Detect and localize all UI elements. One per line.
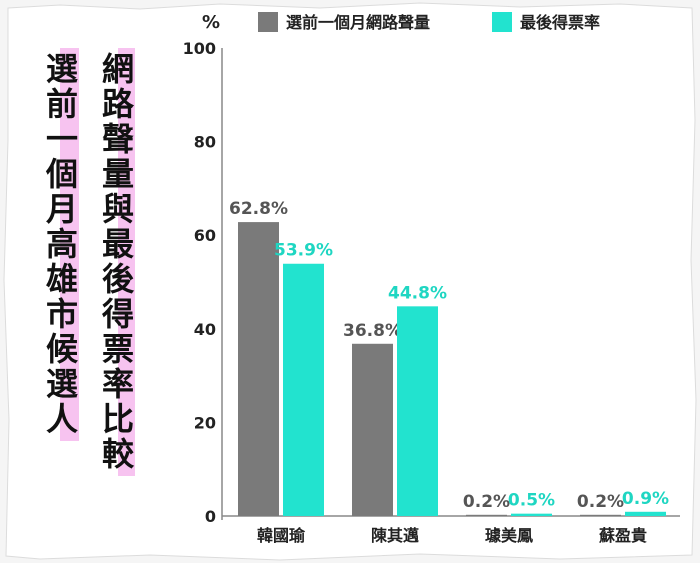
bar-volume	[580, 514, 621, 516]
bars: 62.8%53.9%韓國瑜36.8%44.8%陳其邁0.2%0.5%璩美鳳0.2…	[229, 199, 669, 545]
x-category-label: 璩美鳳	[485, 526, 533, 545]
y-unit-label: %	[202, 12, 220, 33]
data-label: 0.9%	[622, 489, 669, 509]
legend: 選前一個月網路聲量 最後得票率	[258, 12, 600, 32]
x-category-label: 蘇盈貴	[598, 526, 647, 545]
bar-vote	[511, 513, 552, 516]
chart-subtitle-text: 選前一個月高雄市候選人	[41, 48, 79, 441]
y-tick-label: 100	[183, 39, 216, 58]
bar-volume	[238, 222, 279, 516]
data-label: 36.8%	[343, 321, 402, 341]
chart-subtitle: 選前一個月高雄市候選人	[41, 48, 79, 441]
y-tick-label: 80	[194, 133, 216, 152]
data-label: 0.2%	[577, 492, 624, 512]
bar-vote	[625, 511, 666, 516]
legend-label: 最後得票率	[520, 13, 600, 32]
data-label: 0.2%	[463, 492, 510, 512]
bar-vote	[397, 306, 438, 516]
y-tick-label: 0	[205, 507, 216, 526]
legend-label: 選前一個月網路聲量	[286, 13, 430, 32]
legend-swatch	[492, 12, 512, 32]
bar-vote	[283, 263, 324, 516]
data-label: 0.5%	[508, 491, 555, 511]
y-tick-label: 20	[194, 413, 216, 432]
data-label: 62.8%	[229, 199, 288, 219]
y-tick-label: 60	[194, 226, 216, 245]
bar-volume	[466, 514, 507, 516]
legend-swatch	[258, 12, 278, 32]
data-label: 53.9%	[274, 241, 333, 261]
bar-volume	[352, 343, 393, 516]
chart-title: 網路聲量與最後得票率比較	[97, 48, 135, 476]
x-category-label: 陳其邁	[371, 526, 419, 545]
chart-title-text: 網路聲量與最後得票率比較	[97, 48, 135, 476]
data-label: 44.8%	[388, 283, 447, 303]
y-tick-label: 40	[194, 320, 216, 339]
x-category-label: 韓國瑜	[257, 526, 306, 545]
